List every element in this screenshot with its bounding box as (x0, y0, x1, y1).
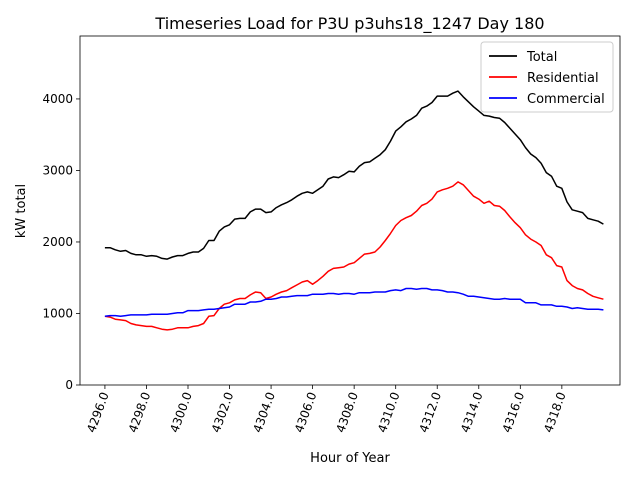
legend: Total Residential Commercial (480, 41, 614, 113)
series-line-commercial (104, 287, 604, 318)
legend-label-total: Total (526, 50, 557, 65)
y-tick-label: 4000 (42, 92, 73, 106)
legend-box (480, 41, 614, 113)
y-axis-label: kW total (14, 184, 29, 238)
x-axis-label: Hour of Year (310, 451, 390, 466)
y-tick-label: 2000 (42, 235, 73, 249)
y-tick-label: 1000 (42, 306, 73, 320)
chart-title: Timeseries Load for P3U p3uhs18_1247 Day… (154, 14, 544, 34)
y-tick-label: 0 (65, 378, 73, 392)
series-line-total (104, 90, 604, 260)
plot-frame (79, 35, 621, 386)
series-line-residential (104, 181, 604, 331)
legend-label-commercial: Commercial (527, 92, 605, 107)
legend-label-residential: Residential (527, 71, 599, 86)
y-tick-label: 3000 (42, 163, 73, 177)
